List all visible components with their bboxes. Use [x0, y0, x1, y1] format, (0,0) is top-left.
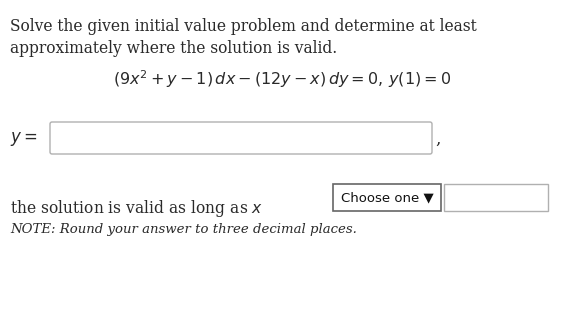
Text: ,: , — [435, 130, 440, 148]
Text: $y = $: $y = $ — [10, 130, 38, 148]
Text: the solution is valid as long as $x$: the solution is valid as long as $x$ — [10, 198, 263, 219]
Text: NOTE: Round your answer to three decimal places.: NOTE: Round your answer to three decimal… — [10, 223, 357, 236]
FancyBboxPatch shape — [444, 184, 548, 211]
FancyBboxPatch shape — [333, 184, 441, 211]
FancyBboxPatch shape — [50, 122, 432, 154]
Text: $(9x^2 + y - 1)\, dx - (12y - x)\, dy = 0,\, y(1) = 0$: $(9x^2 + y - 1)\, dx - (12y - x)\, dy = … — [113, 68, 451, 90]
Text: approximately where the solution is valid.: approximately where the solution is vali… — [10, 40, 337, 57]
Text: Solve the given initial value problem and determine at least: Solve the given initial value problem an… — [10, 18, 477, 35]
Text: Choose one ▼: Choose one ▼ — [341, 191, 434, 204]
